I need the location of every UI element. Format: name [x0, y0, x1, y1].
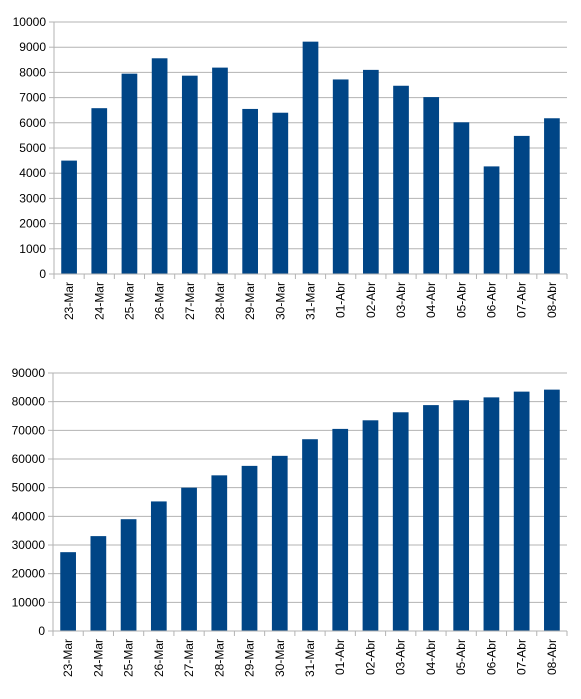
bar-31-Mar	[302, 41, 319, 274]
x-tick-label: 04-Abr	[424, 282, 438, 318]
y-tick-label: 4000	[19, 166, 46, 180]
bar-24-Mar	[90, 536, 107, 631]
x-tick-label: 03-Abr	[394, 282, 408, 318]
bar-24-Mar	[91, 108, 108, 275]
x-tick-label: 23-Mar	[62, 282, 76, 320]
x-tick-label: 02-Abr	[363, 639, 377, 675]
y-tick-label: 6000	[19, 116, 46, 130]
bar-29-Mar	[241, 465, 258, 631]
x-tick-label: 31-Mar	[303, 639, 317, 677]
y-tick-label: 30000	[12, 538, 46, 552]
x-tick-label: 01-Abr	[333, 639, 347, 675]
x-tick-label: 07-Abr	[515, 282, 529, 318]
x-tick-label: 31-Mar	[304, 282, 318, 320]
x-tick-label: 26-Mar	[152, 639, 166, 677]
daily-bar-chart: 0 1000 2000 3000 4000 5000 6000 7000 8000 9000 100…	[13, 15, 568, 320]
y-tick-label: 1000	[19, 242, 46, 256]
x-tick-label: 03-Abr	[394, 639, 408, 675]
y-tick-label: 7000	[19, 91, 46, 105]
x-tick-label: 27-Mar	[182, 639, 196, 677]
x-tick-label: 30-Mar	[273, 282, 287, 320]
bar-04-Abr	[423, 405, 439, 631]
x-tick-label: 05-Abr	[454, 639, 468, 675]
y-tick-label: 0	[38, 624, 45, 638]
bar-08-Abr	[544, 118, 560, 274]
bar-02-Abr	[362, 420, 379, 631]
x-tick-label: 24-Mar	[92, 282, 106, 320]
x-tick-label: 08-Abr	[545, 282, 559, 318]
bar-23-Mar	[61, 160, 77, 274]
bar-25-Mar	[121, 73, 138, 274]
bar-05-Abr	[453, 400, 470, 631]
bar-28-Mar	[211, 475, 228, 631]
bar-27-Mar	[181, 75, 198, 275]
bar-23-Mar	[60, 552, 76, 631]
x-tick-label: 30-Mar	[273, 639, 287, 677]
y-tick-label: 40000	[12, 509, 46, 523]
bar-25-Mar	[120, 519, 137, 631]
x-tick-label: 25-Mar	[122, 639, 136, 677]
y-tick-label: 2000	[19, 217, 46, 231]
x-tick-label: 06-Abr	[485, 282, 499, 318]
daily-bar-chart-svg: 0 1000 2000 3000 4000 5000 6000 7000 8000 9000 100…	[13, 15, 568, 320]
bar-04-Abr	[423, 97, 440, 274]
y-tick-label: 10000	[12, 595, 46, 609]
bar-29-Mar	[242, 108, 258, 274]
y-tick-label: 0	[39, 267, 46, 281]
y-tick-label: 70000	[12, 423, 46, 437]
bar-01-Abr	[332, 79, 349, 275]
x-tick-label: 23-Mar	[61, 639, 75, 677]
y-tick-label: 8000	[19, 65, 46, 79]
bar-06-Abr	[483, 397, 500, 631]
bar-06-Abr	[483, 166, 500, 274]
bar-03-Abr	[392, 412, 409, 631]
bar-08-Abr	[544, 389, 560, 631]
x-tick-label: 26-Mar	[153, 282, 167, 320]
y-tick-label: 50000	[12, 481, 46, 495]
y-tick-label: 5000	[19, 141, 46, 155]
bar-05-Abr	[453, 122, 470, 275]
bar-28-Mar	[212, 67, 228, 274]
x-tick-label: 25-Mar	[122, 282, 136, 320]
y-tick-label: 80000	[12, 395, 46, 409]
x-tick-label: 07-Abr	[515, 639, 529, 675]
x-tick-label: 05-Abr	[454, 282, 468, 318]
bar-02-Abr	[363, 69, 379, 274]
y-tick-label: 60000	[12, 452, 46, 466]
y-tick-label: 9000	[19, 40, 46, 54]
y-tick-label: 3000	[19, 191, 46, 205]
y-tick-label: 20000	[12, 567, 46, 581]
x-tick-label: 29-Mar	[243, 282, 257, 320]
bar-07-Abr	[513, 135, 530, 274]
bar-26-Mar	[150, 501, 167, 631]
cumulative-bar-chart: 0 10000 20000 30000 40000 50000 60000 70000 8000…	[0, 356, 581, 699]
x-tick-label: 24-Mar	[91, 639, 105, 677]
bar-30-Mar	[272, 112, 289, 274]
x-tick-label: 28-Mar	[212, 639, 226, 677]
bar-01-Abr	[332, 428, 349, 631]
x-tick-label: 06-Abr	[484, 639, 498, 675]
bar-07-Abr	[513, 391, 530, 631]
y-tick-label: 90000	[12, 366, 46, 380]
bar-03-Abr	[393, 85, 409, 274]
bar-27-Mar	[181, 487, 197, 631]
cumulative-bar-chart-svg: 0 10000 20000 30000 40000 50000 60000 70000 8000…	[12, 366, 568, 677]
bar-31-Mar	[302, 439, 318, 631]
x-tick-label: 27-Mar	[183, 282, 197, 320]
x-tick-label: 08-Abr	[545, 639, 559, 675]
x-tick-label: 28-Mar	[213, 282, 227, 320]
bar-26-Mar	[151, 58, 168, 275]
x-tick-label: 04-Abr	[424, 639, 438, 675]
x-tick-label: 01-Abr	[334, 282, 348, 318]
x-tick-label: 29-Mar	[243, 639, 257, 677]
y-tick-label: 10000	[13, 15, 47, 29]
bar-30-Mar	[271, 455, 288, 631]
x-tick-label: 02-Abr	[364, 282, 378, 318]
